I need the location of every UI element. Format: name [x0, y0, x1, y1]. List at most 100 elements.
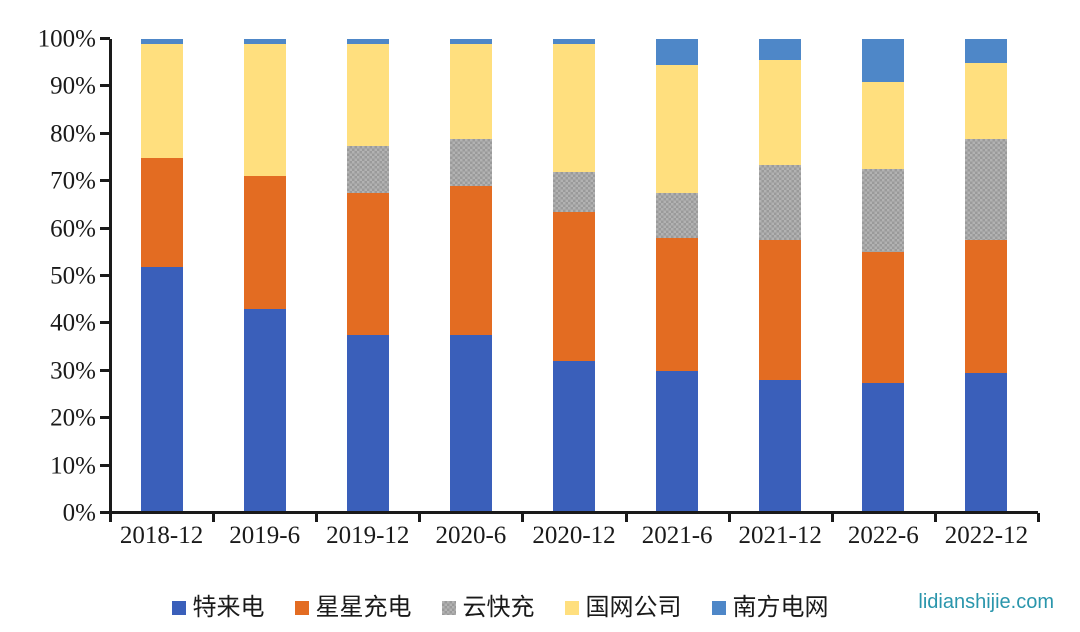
bar-segment-国网公司	[965, 62, 1008, 139]
bar-segment-星星充电	[862, 252, 905, 383]
y-axis-tick-mark	[100, 511, 110, 514]
plot-area	[100, 37, 1040, 522]
x-axis-label: 2022-6	[847, 522, 919, 549]
y-axis-tick-mark	[100, 179, 110, 183]
bar-slot-2022-12	[935, 39, 1038, 513]
bar-segment-云快充	[552, 171, 595, 213]
bar-slot-2018-12	[110, 39, 213, 513]
stacked-bar-2022-12	[965, 39, 1008, 513]
bar-segment-星星充电	[965, 240, 1008, 374]
x-axis-label: 2022-12	[944, 522, 1029, 549]
x-axis-label: 2020-6	[435, 522, 507, 549]
stacked-bar-2019-12	[346, 39, 389, 513]
y-axis-tick-label: 100%	[37, 25, 96, 53]
bar-segment-国网公司	[346, 43, 389, 146]
bar-segment-南方电网	[140, 39, 183, 44]
bar-series-container	[110, 39, 1038, 513]
bar-segment-特来电	[346, 335, 389, 513]
y-axis-tick-mark	[100, 463, 110, 467]
x-axis-tick-mark	[727, 513, 731, 522]
x-axis-label: 2018-12	[119, 522, 204, 549]
bar-segment-国网公司	[449, 43, 492, 139]
bar-segment-国网公司	[243, 43, 286, 177]
x-axis-line	[107, 511, 1038, 514]
x-axis-label: 2021-12	[738, 522, 822, 549]
bar-segment-南方电网	[965, 39, 1008, 63]
y-axis-tick-label: 0%	[62, 499, 96, 527]
bar-slot-2021-12	[729, 39, 832, 513]
bar-segment-星星充电	[552, 212, 595, 362]
bar-segment-特来电	[140, 266, 183, 513]
bar-slot-2020-6	[419, 39, 522, 513]
bar-segment-特来电	[449, 335, 492, 513]
bar-segment-南方电网	[449, 39, 492, 44]
bar-segment-特来电	[243, 309, 286, 513]
stacked-bar-2019-6	[243, 39, 286, 513]
x-axis-label: 2020-12	[532, 522, 616, 549]
bar-segment-云快充	[862, 169, 905, 253]
y-axis-tick-mark	[100, 274, 110, 277]
bar-segment-特来电	[656, 370, 699, 513]
x-axis-tick-mark	[418, 513, 422, 522]
bar-segment-云快充	[449, 138, 492, 186]
bar-segment-国网公司	[140, 43, 183, 158]
y-axis-tick-labels: 0% 10% 20% 30% 40% 50% 60% 70% 80% 90% 100%	[0, 27, 96, 526]
stacked-bar-2020-12	[552, 39, 595, 513]
bar-segment-星星充电	[449, 185, 492, 336]
stacked-bar-2021-12	[759, 39, 802, 513]
stacked-bar-2022-6	[862, 39, 905, 513]
y-axis-tick-mark	[100, 368, 110, 372]
bar-segment-云快充	[656, 193, 699, 239]
bar-segment-星星充电	[759, 240, 802, 381]
x-axis-tick-labels: 2018-12 2019-6 2019-12 2020-6 2020-12 2021-6 2…	[110, 522, 1038, 550]
x-axis-label: 2019-12	[326, 522, 410, 549]
bar-segment-特来电	[965, 373, 1008, 513]
x-axis-tick-mark	[1037, 513, 1040, 522]
legend-label: 云快充	[462, 595, 535, 621]
bar-segment-国网公司	[759, 60, 802, 165]
legend-swatch-icon	[564, 601, 579, 615]
bar-segment-星星充电	[243, 176, 286, 310]
bar-segment-南方电网	[346, 39, 389, 44]
bar-segment-云快充	[346, 145, 389, 194]
legend-swatch-icon	[294, 601, 309, 615]
legend-item-特来电: 特来电	[171, 595, 265, 621]
y-axis-tick-label: 30%	[50, 357, 96, 385]
stacked-bar-2018-12	[140, 39, 183, 513]
legend-swatch-icon	[171, 601, 186, 615]
x-axis-tick-mark	[830, 513, 834, 522]
bar-segment-南方电网	[759, 39, 802, 61]
x-axis-tick-mark	[933, 513, 937, 522]
bar-slot-2022-6	[832, 39, 935, 513]
legend-label: 国网公司	[585, 595, 682, 621]
y-axis-tick-label: 40%	[50, 309, 96, 337]
x-axis-tick-mark	[624, 513, 628, 522]
bar-segment-星星充电	[140, 157, 183, 267]
bar-segment-特来电	[862, 382, 905, 513]
bar-slot-2019-6	[213, 39, 316, 513]
y-axis-line	[109, 39, 112, 522]
y-axis-tick-label: 20%	[50, 404, 96, 432]
legend-item-国网公司: 国网公司	[564, 595, 682, 621]
x-axis-label: 2021-6	[641, 522, 713, 549]
y-axis-tick-mark	[100, 37, 110, 40]
x-axis-tick-mark	[521, 513, 525, 522]
y-axis-tick-mark	[100, 321, 110, 325]
watermark-text: lidianshijie.com	[918, 591, 1054, 613]
bar-segment-国网公司	[862, 81, 905, 170]
bar-segment-特来电	[759, 380, 802, 513]
bar-segment-国网公司	[656, 65, 699, 194]
y-axis-tick-mark	[100, 226, 110, 230]
legend-label: 南方电网	[732, 595, 829, 621]
stacked-bar-2020-6	[449, 39, 492, 513]
bar-slot-2020-12	[522, 39, 625, 513]
x-axis-tick-mark	[109, 513, 112, 522]
bar-segment-星星充电	[346, 193, 389, 336]
legend-label: 特来电	[192, 595, 265, 621]
stacked-bar-2021-6	[656, 39, 699, 513]
x-axis-label: 2019-6	[229, 522, 301, 549]
y-axis-tick-mark	[100, 416, 110, 420]
y-axis-tick-label: 80%	[50, 120, 96, 148]
bar-slot-2019-12	[316, 39, 419, 513]
bar-segment-星星充电	[656, 238, 699, 371]
